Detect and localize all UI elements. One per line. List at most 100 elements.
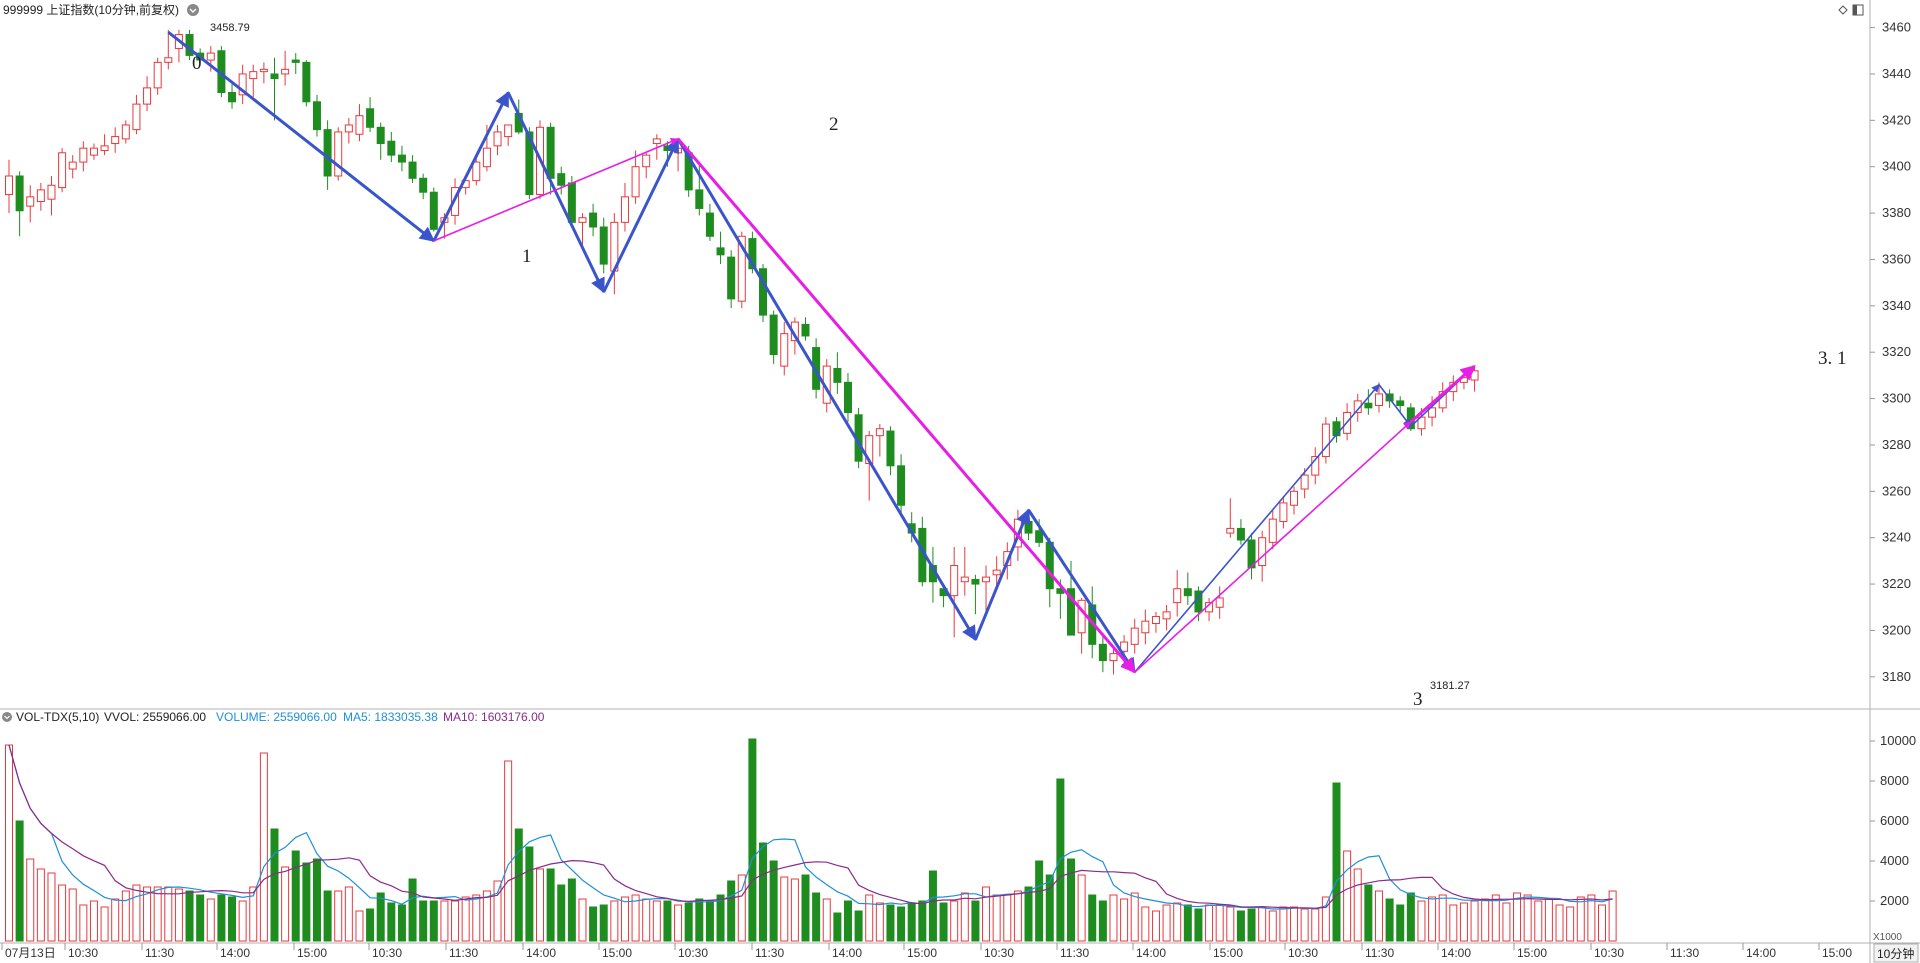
high-price-label: 3458.79 [210,22,250,34]
time-tick-label: 15:00 [1213,946,1243,960]
candle-body-up [132,103,141,131]
volume-bar-down [854,910,863,942]
candle-body-down [1035,530,1044,543]
ma5-value: MA5: 1833035.38 [343,710,438,724]
volume-tick-label: 2000 [1880,893,1909,908]
volume-bar-up [674,904,683,942]
volume-bar-down [971,900,980,942]
candle-body-down [599,226,608,265]
volume-bar-down [918,900,927,942]
volume-bar-up [1013,890,1022,942]
candle [727,250,736,309]
candle [950,546,959,638]
volume-bar-up [89,900,98,942]
volume-bar-up [1608,890,1617,942]
price-panel [0,0,1870,708]
wave-label-2: 2 [829,114,839,135]
wave-label-3: 3 [1413,689,1423,710]
volume-bar-up [143,886,152,942]
candle [1364,389,1373,415]
volume-ma-lines [8,744,1613,910]
candle [1279,495,1288,529]
diamond-icon[interactable] [1838,5,1848,15]
volume-bar-down [323,890,332,942]
candle [759,264,768,323]
volume-bar-down [429,900,438,942]
period-button-label[interactable]: 10分钟 [1877,946,1914,961]
volume-bar-down [727,880,736,942]
price-tick-label: 3440 [1882,66,1911,81]
candle-body-down [429,191,438,230]
candle [1396,396,1405,413]
candle [376,122,385,160]
volume-bar-down [812,892,821,942]
ma5-line [8,744,1613,910]
price-tick-label: 3260 [1882,483,1911,498]
candle-body-up [504,124,513,138]
time-tick-label: 07月13日 [5,946,56,960]
volume-bar-up [1003,894,1012,942]
volume-bar-up [578,898,587,942]
price-tick-label: 3460 [1882,20,1911,35]
volume-bar-up [334,890,343,942]
time-tick-label: 10:30 [68,946,98,960]
candle [1268,509,1277,550]
candle-body-up [281,68,290,75]
volume-bar-up [504,760,513,942]
candle-body-up [1311,456,1320,476]
chevron-down-icon[interactable] [2,712,12,722]
volume-bar-up [111,898,120,942]
volume-bar-up [1566,906,1575,942]
volume-bar-up [536,868,544,942]
volume-bar-down [228,896,237,942]
candle-body-down [843,381,852,413]
volume-bar-up [79,904,88,942]
candle-body-up [642,154,651,168]
volume-bar-up [780,876,789,942]
candle-body-up [36,189,45,202]
candle-body-down [366,108,375,128]
candle-body-up [1374,393,1383,407]
candle-body-up [249,71,258,80]
volume-bar-down [557,884,566,942]
volume-bar-down [939,902,948,942]
volume-bar-up [1258,906,1267,942]
candle-body-down [397,154,406,163]
candle-body-down [376,126,385,145]
time-tick-label: 15:00 [602,946,632,960]
candle [249,64,258,98]
chevron-down-icon[interactable] [187,4,199,16]
candle-body-up [992,569,1001,576]
candle [1321,417,1330,464]
volume-bar-down [1332,782,1341,942]
volume-bar-down [312,858,321,942]
candle-body-up [355,115,364,135]
candle [971,574,980,615]
wave-line-blue [506,91,606,294]
time-tick-label: 10:30 [1288,946,1318,960]
volume-bar-down [185,890,194,942]
volume-bar-down [302,862,311,942]
candle-body-up [875,428,884,437]
panel-toggle-icon[interactable] [1852,4,1864,16]
volume-scale-unit: X1000 [1873,932,1902,943]
candle-body-down [748,238,757,270]
period-button[interactable] [1873,943,1919,963]
candle-body-up [631,166,640,198]
candle [1247,533,1256,580]
candle-body-up [1470,370,1479,381]
candle-body-up [1268,518,1277,543]
volume-value: VOLUME: 2559066.00 [216,710,337,724]
candle-body-down [589,212,598,228]
candle-body-up [68,161,77,170]
volume-bar-down [1406,892,1415,942]
candle [79,141,88,172]
candle [1236,519,1245,545]
volume-bar-down [546,868,555,942]
volume-bar-down [1183,904,1192,942]
candle-body-up [121,124,130,140]
price-tick-label: 3220 [1882,576,1911,591]
volume-bar-up [1300,908,1309,942]
candle [886,426,895,476]
volume-bar-up [1279,906,1288,942]
